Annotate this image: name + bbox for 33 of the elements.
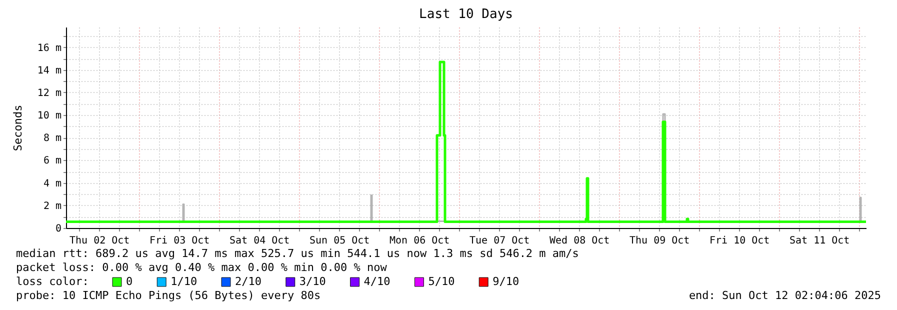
x-tick-label: Fri 10 Oct <box>710 236 770 246</box>
y-tick-label: 8 m <box>43 133 62 144</box>
y-tick-label: 4 m <box>43 178 62 190</box>
text: median rtt: 689.2 us avg 14.7 ms max 525.7 us min 544.1 us now 1.3 ms sd 546.2 m am/s <box>16 247 579 260</box>
x-tick-label: Sun 05 Oct <box>310 236 370 246</box>
text: packet loss: 0.00 % avg 0.40 % max 0.00 % min 0.00 % now <box>16 261 388 274</box>
chart-title: Last 10 Days <box>419 7 513 22</box>
x-tick-label: Mon 06 Oct <box>390 236 450 246</box>
x-tick-label: Tue 07 Oct <box>470 236 530 246</box>
y-tick-label: 0 <box>55 224 62 234</box>
y-tick-label: 12 m <box>37 88 62 99</box>
legend-label: 5/10 <box>428 275 455 288</box>
y-tick-label: 16 m <box>37 42 62 54</box>
text: probe: 10 ICMP Echo Pings (56 Bytes) every 80s <box>16 289 321 302</box>
text: end: Sun Oct 12 02:04:06 2025 <box>688 289 881 302</box>
legend-label: 9/10 <box>492 275 520 288</box>
legend-title: loss color: <box>16 275 89 288</box>
legend-label: 0 <box>126 275 133 288</box>
x-tick-label: Wed 08 Oct <box>550 236 610 246</box>
y-tick-label: 6 m <box>43 156 62 167</box>
legend-label: 2/10 <box>235 275 262 288</box>
y-tick-label: 2 m <box>43 200 62 212</box>
x-tick-label: Fri 03 Oct <box>150 236 210 246</box>
x-tick-label: Sat 04 Oct <box>230 236 290 246</box>
y-axis-title: Seconds <box>11 104 24 152</box>
legend-label: 3/10 <box>299 275 326 288</box>
legend-label: 4/10 <box>364 275 390 288</box>
y-tick-label: 10 m <box>37 110 62 122</box>
x-tick-label: Thu 02 Oct <box>70 236 130 246</box>
legend-label: 1/10 <box>170 275 198 288</box>
x-tick-label: Sat 11 Oct <box>790 236 850 246</box>
x-tick-label: Thu 09 Oct <box>630 236 690 246</box>
y-tick-label: 14 m <box>37 65 62 76</box>
